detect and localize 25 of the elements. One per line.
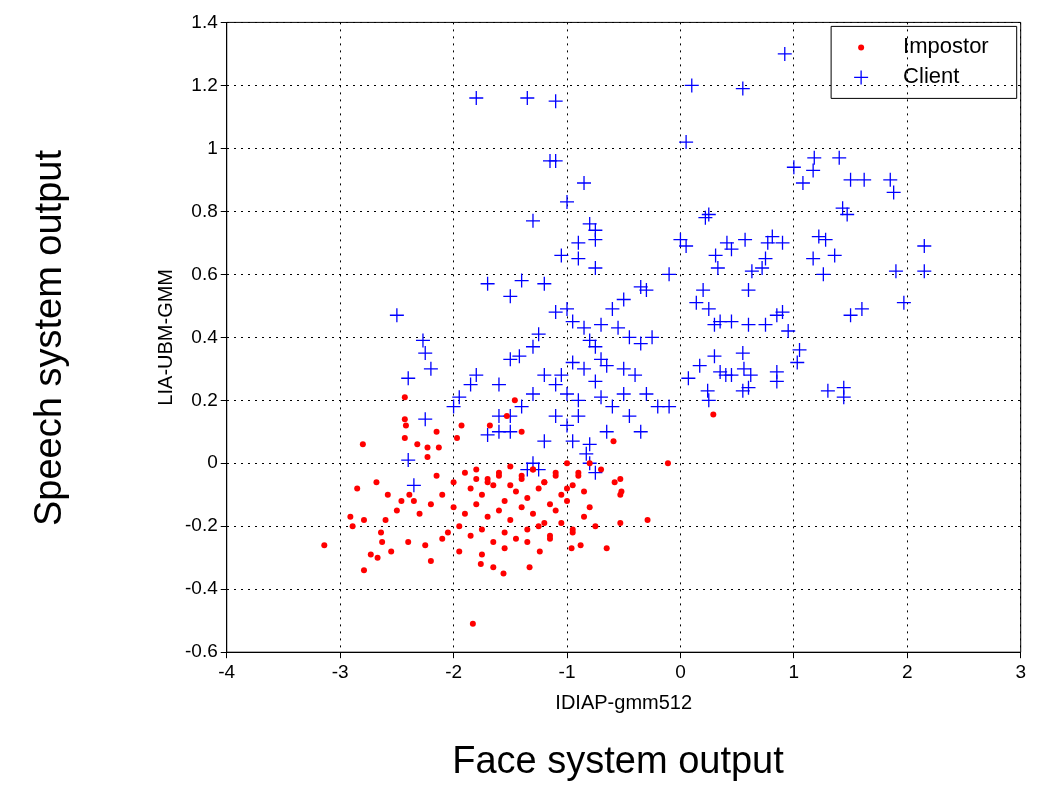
y-tick-label: -0.2: [184, 514, 218, 536]
text: Face system output: [452, 738, 784, 782]
x-tick-label: 3: [1015, 660, 1026, 682]
y-tick-label: -0.6: [184, 640, 218, 662]
x-tick-label: -4: [218, 660, 236, 682]
y-tick-label: 0: [207, 451, 218, 473]
x-tick-label: -3: [331, 660, 349, 682]
y-tick-label: 1.4: [191, 10, 219, 32]
text: Speech system output: [26, 150, 70, 526]
y-tick-label: 0.8: [191, 199, 218, 221]
y-tick-label: 0.2: [191, 388, 218, 410]
x-tick-label: 2: [901, 660, 913, 682]
y-tick-label: 0.4: [191, 325, 219, 347]
y-tick-label: 0.6: [191, 262, 218, 284]
x-axis-title: IDIAP-gmm512: [555, 690, 693, 713]
legend-label: Client: [903, 63, 960, 89]
x-tick-label: -2: [445, 660, 463, 682]
legend-label: Impostor: [903, 33, 989, 59]
y-tick-label: 1.2: [191, 73, 218, 95]
y-tick-label: -0.4: [184, 577, 219, 599]
x-tick-label: 1: [788, 660, 800, 682]
x-tick-label: 0: [675, 660, 686, 682]
y-tick-label: 1: [207, 136, 218, 158]
x-tick-label: -1: [558, 660, 576, 682]
y-axis-title: LIA-UBM-GMM: [153, 268, 176, 406]
